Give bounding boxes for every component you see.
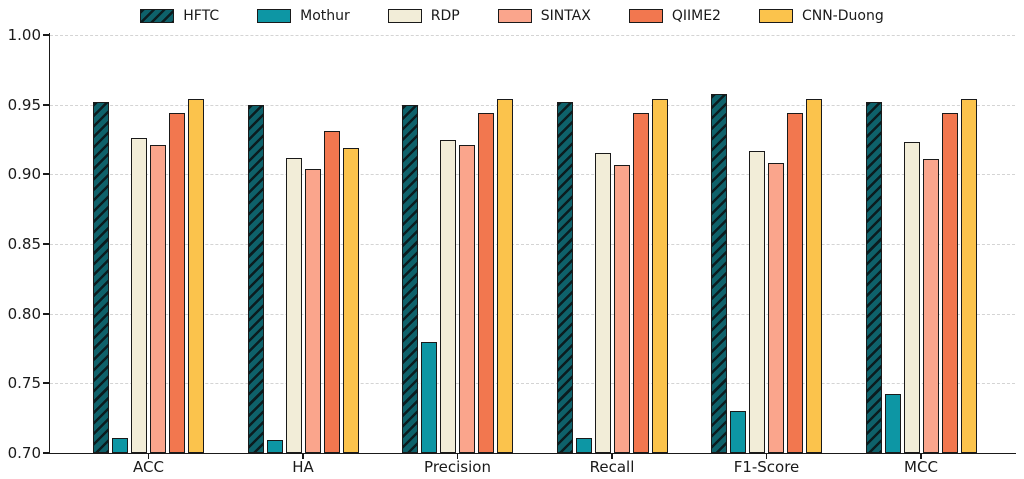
x-axis-label: Precision [424, 458, 491, 476]
bar-qiime2-ha [323, 131, 340, 453]
bar-rdp-f1-score [749, 150, 765, 453]
bar-hftc-recall [556, 101, 573, 453]
legend: HFTC Mothur RDP SINTAX QIIME2 CNN-Duong [0, 4, 1024, 28]
x-axis-tick-mark [611, 454, 613, 459]
legend-item-sintax: SINTAX [497, 8, 591, 24]
bar-hftc-mcc [865, 101, 882, 453]
bar-qiime2-f1-score [787, 113, 803, 453]
bar-cnn-duong-recall [651, 99, 668, 453]
bar-sintax-precision [459, 145, 475, 453]
bar-qiime2-mcc [941, 113, 958, 453]
x-axis-tick-mark [765, 454, 768, 459]
legend-item-qiime2: QIIME2 [628, 8, 721, 24]
x-axis-tick-mark [456, 454, 459, 459]
bar-mothur-precision [421, 341, 437, 453]
legend-swatch-icon [140, 9, 175, 23]
bar-mothur-acc [112, 437, 128, 453]
x-axis-spine [48, 452, 1016, 455]
legend-label: CNN-Duong [801, 8, 884, 24]
x-axis-label: ACC [133, 458, 164, 476]
legend-swatch-icon [628, 9, 663, 23]
x-axis-label: HA [292, 458, 314, 476]
legend-label: SINTAX [540, 8, 591, 24]
gridline [50, 104, 1015, 106]
x-axis-label: MCC [904, 458, 938, 476]
gridline [50, 35, 1015, 36]
bar-rdp-ha [285, 157, 302, 453]
bar-cnn-duong-mcc [960, 99, 977, 453]
legend-item-rdp: RDP [387, 8, 460, 24]
legend-item-hftc: HFTC [140, 9, 219, 23]
x-axis-tick-mark [147, 454, 150, 459]
bar-hftc-ha [247, 104, 264, 453]
bar-mothur-recall [575, 437, 592, 453]
legend-swatch-icon [257, 9, 292, 23]
plot-area [50, 35, 1015, 453]
bar-cnn-duong-acc [188, 99, 204, 453]
y-axis-tick-mark [43, 103, 49, 106]
legend-swatch-icon [758, 9, 793, 23]
legend-swatch-icon [387, 9, 422, 23]
bar-rdp-acc [131, 138, 147, 453]
bar-rdp-recall [594, 153, 611, 453]
bar-mothur-mcc [884, 394, 901, 453]
bar-sintax-mcc [922, 159, 939, 453]
y-axis-spine [48, 33, 51, 454]
x-axis-label: F1-Score [733, 458, 800, 476]
bar-sintax-acc [150, 145, 166, 453]
x-axis-tick-mark [920, 454, 922, 459]
y-axis-tick-label: 0.75 [7, 374, 41, 393]
legend-item-cnn-duong: CNN-Duong [758, 8, 884, 24]
y-axis-tick-mark [43, 312, 49, 315]
y-axis-tick-label: 0.80 [7, 304, 41, 323]
y-axis-tick-mark [43, 243, 49, 245]
gridline [50, 313, 1015, 315]
bar-cnn-duong-f1-score [806, 99, 822, 453]
bar-hftc-f1-score [711, 93, 727, 453]
legend-label: Mothur [300, 8, 350, 24]
gridline [50, 174, 1015, 176]
bar-mothur-ha [266, 440, 283, 453]
bar-sintax-ha [304, 168, 321, 453]
bar-hftc-acc [93, 101, 109, 453]
bar-cnn-duong-ha [342, 147, 359, 453]
legend-label: QIIME2 [671, 8, 721, 24]
bar-hftc-precision [402, 104, 418, 453]
legend-swatch-icon [497, 9, 532, 23]
gridline [50, 383, 1015, 385]
bar-qiime2-recall [632, 113, 649, 453]
y-axis-tick-mark [43, 382, 49, 385]
legend-item-mothur: Mothur [257, 9, 350, 23]
legend-label: HFTC [183, 8, 220, 24]
gridline [50, 244, 1015, 245]
y-axis-tick-label: 0.95 [7, 95, 41, 114]
bar-qiime2-precision [478, 113, 494, 453]
bar-sintax-recall [613, 164, 630, 453]
y-axis-tick-label: 1.00 [7, 26, 41, 44]
bar-rdp-precision [440, 139, 456, 453]
bar-qiime2-acc [169, 113, 185, 453]
legend-label: RDP [430, 8, 460, 24]
bar-mothur-f1-score [730, 411, 746, 453]
bar-sintax-f1-score [768, 163, 784, 453]
y-axis-tick-mark [43, 34, 49, 36]
bar-rdp-mcc [903, 142, 920, 453]
x-axis-label: Recall [589, 458, 635, 476]
y-axis-tick-label: 0.90 [7, 165, 41, 184]
y-axis-tick-label: 0.70 [7, 444, 41, 462]
bar-cnn-duong-precision [497, 99, 513, 453]
y-axis-tick-mark [43, 173, 49, 176]
y-axis-tick-label: 0.85 [7, 235, 41, 253]
x-axis-tick-mark [302, 454, 304, 459]
y-axis-tick-mark [43, 452, 49, 454]
